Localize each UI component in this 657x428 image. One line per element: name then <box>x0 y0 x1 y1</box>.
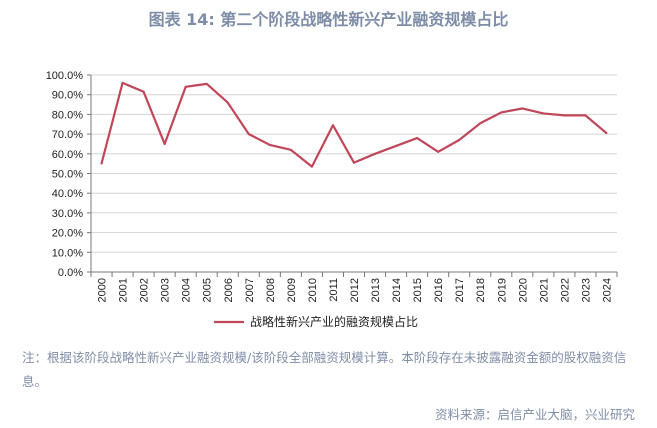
x-tick-label: 2015 <box>412 278 424 302</box>
data-point <box>163 142 166 145</box>
data-point <box>374 152 377 155</box>
x-tick-label: 2011 <box>328 278 340 302</box>
data-point <box>289 148 292 151</box>
data-point <box>100 162 103 165</box>
y-tick-label: 0.0% <box>58 267 83 279</box>
x-tick-label: 2022 <box>559 278 571 302</box>
x-tick-label: 2017 <box>454 278 466 302</box>
data-point <box>184 85 187 88</box>
data-point <box>395 144 398 147</box>
line-chart: 0.0% 10.0% 20.0% 30.0% 40.0% 50.0% 60.0% 70.0% 8… <box>46 70 618 329</box>
chart-source: 资料来源：启信产业大脑，兴业研究 <box>434 407 635 422</box>
data-point <box>226 101 229 104</box>
data-point <box>563 114 566 117</box>
data-point <box>605 132 608 135</box>
y-tick-label: 80.0% <box>52 109 83 121</box>
x-tick-label: 2010 <box>307 278 319 302</box>
x-tick-label: 2000 <box>97 278 109 302</box>
chart-note: 注：根据该阶段战略性新兴产业融资规模/该阶段全部融资规模计算。本阶段存在未披露融… <box>22 350 627 389</box>
x-tick-label: 2008 <box>265 278 277 302</box>
data-point <box>353 161 355 164</box>
x-tick-label: 2009 <box>286 278 298 302</box>
data-point <box>416 137 419 140</box>
x-tick-label: 2014 <box>391 278 403 302</box>
y-tick-label: 40.0% <box>52 188 83 200</box>
x-tick-label: 2018 <box>475 278 487 302</box>
data-point <box>121 81 124 84</box>
data-point <box>437 150 440 153</box>
y-tick-label: 70.0% <box>52 129 83 141</box>
chart-title: 图表 14: 第二个阶段战略性新兴产业融资规模占比 <box>148 10 509 29</box>
y-tick-label: 30.0% <box>52 208 83 220</box>
x-tick-label: 2005 <box>202 278 214 302</box>
y-tick-label: 100.0% <box>46 70 84 82</box>
data-point <box>521 107 524 110</box>
data-point <box>542 112 545 115</box>
y-tick-label: 50.0% <box>52 169 83 181</box>
x-tick-label: 2001 <box>118 278 130 302</box>
data-point <box>331 124 334 127</box>
data-point <box>268 143 271 146</box>
data-point <box>584 114 587 117</box>
y-tick-label: 10.0% <box>52 247 83 259</box>
y-tick-label: 20.0% <box>52 228 83 240</box>
x-tick-label: 2016 <box>433 278 445 302</box>
y-tick-label: 60.0% <box>52 149 83 161</box>
legend-label: 战略性新兴产业的融资规模占比 <box>250 314 418 329</box>
x-tick-label: 2006 <box>223 278 235 302</box>
x-tick-label: 2019 <box>496 278 508 302</box>
data-point <box>310 165 313 168</box>
x-tick-label: 2024 <box>601 278 613 302</box>
x-tick-label: 2002 <box>139 278 151 302</box>
y-tick-label: 90.0% <box>52 90 83 102</box>
x-tick-label: 2021 <box>538 278 550 302</box>
data-point <box>142 90 145 93</box>
x-tick-label: 2013 <box>370 278 382 302</box>
x-tick-label: 2012 <box>349 278 361 302</box>
data-point <box>205 82 208 85</box>
data-point <box>247 133 250 136</box>
x-tick-label: 2020 <box>517 278 529 302</box>
x-tick-label: 2003 <box>160 278 172 302</box>
data-point <box>500 111 503 114</box>
x-tick-label: 2004 <box>181 278 193 302</box>
x-tick-label: 2023 <box>580 278 592 302</box>
data-point <box>479 122 482 125</box>
data-point <box>458 139 461 142</box>
x-tick-label: 2007 <box>244 278 256 302</box>
